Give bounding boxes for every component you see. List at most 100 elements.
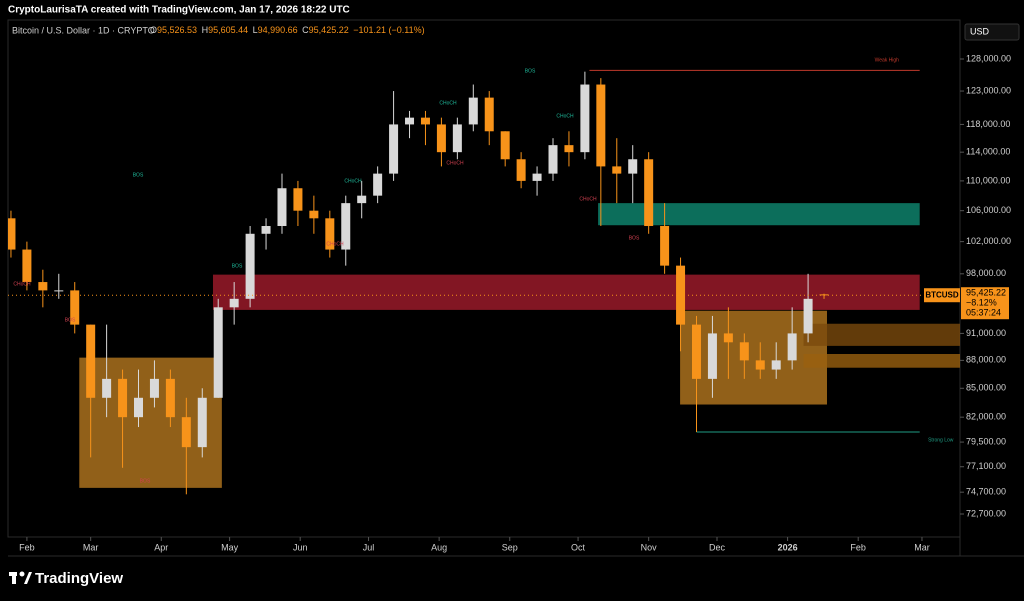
candle-body [357, 195, 367, 204]
logo-mark [24, 572, 32, 584]
candle-body [38, 282, 48, 291]
candle-body [484, 97, 494, 132]
candle-body [22, 249, 32, 283]
x-tick-label: Mar [83, 542, 99, 552]
annotation: BOS [65, 317, 76, 323]
candle-body [389, 124, 399, 174]
ohlc-part: 94,990.66 [258, 25, 298, 35]
candle-body [723, 333, 733, 343]
candle-body [739, 342, 749, 361]
x-tick-label: Nov [641, 542, 658, 552]
logo: TradingView [9, 570, 123, 587]
logo-mark [19, 571, 25, 577]
y-tick-label: 98,000.00 [966, 268, 1006, 278]
ohlc-part: H [202, 25, 209, 35]
candle-body [803, 298, 813, 334]
candle-body [86, 324, 96, 398]
candle-body [564, 145, 574, 153]
zone [803, 323, 960, 346]
plot: Weak High Strong Low BOS BOS BOS CHoCH CHoCH CH… [8, 58, 960, 495]
candle-body [213, 307, 223, 398]
y-tick-label: 102,000.00 [966, 236, 1011, 246]
candle-body [771, 360, 781, 370]
x-tick-label: Feb [850, 542, 866, 552]
y-tick-label: 110,000.00 [966, 175, 1010, 185]
candle-body [420, 117, 430, 125]
currency-button[interactable] [964, 23, 1020, 41]
annotation: BOS [525, 68, 536, 74]
ohlc-part: O [150, 25, 157, 35]
x-tick-label: Aug [431, 542, 447, 552]
ohlc-part: C [302, 25, 309, 35]
candle-body [373, 173, 383, 196]
x-tick-label: Sep [502, 542, 518, 552]
candle-body [596, 84, 606, 167]
candle-body [325, 218, 335, 250]
level-label: Weak High [875, 58, 900, 64]
candle-body [261, 226, 271, 234]
ohlc-part: 95,605.44 [208, 25, 248, 35]
y-tick-label: 72,700.00 [966, 508, 1006, 518]
x-tick-label: Mar [914, 542, 930, 552]
candle-body [436, 124, 446, 153]
candle-body [644, 159, 654, 227]
candle-body [628, 159, 638, 174]
symbol: BTCUSD [925, 290, 959, 299]
x-tick-label: Oct [571, 542, 586, 552]
candle-body [54, 290, 64, 292]
symbol-line: Bitcoin / U.S. Dollar · 1D · CRYPTO [12, 25, 155, 35]
currency[interactable]: USD [970, 26, 990, 36]
zone [803, 354, 960, 368]
candle-body [149, 378, 159, 398]
candle-body [405, 117, 415, 125]
x-tick-label: May [221, 542, 239, 552]
candle-body [548, 145, 558, 174]
annotation: CHoCH [13, 281, 31, 287]
annotation: CHoCH [326, 241, 344, 247]
y-tick-label: 91,000.00 [966, 328, 1006, 338]
candle-body [452, 124, 462, 153]
candle-body [707, 333, 717, 379]
brand: TradingView [35, 570, 123, 587]
countdown: 05:37:24 [966, 308, 1001, 318]
y-tick-label: 79,500.00 [966, 436, 1006, 446]
candle-body [197, 397, 207, 448]
candle-body [468, 97, 478, 125]
candle-body [787, 333, 797, 361]
annotation: CHoCH [344, 178, 362, 184]
candle-body [8, 218, 16, 250]
ohlc-readout: O95,526.53 H95,605.44 L94,990.66 C95,425… [150, 25, 425, 35]
x-tick-label: Dec [709, 542, 726, 552]
y-tick-label: 77,100.00 [966, 461, 1006, 471]
candle-body [660, 226, 670, 266]
x-tick-label: 2026 [778, 542, 798, 552]
candle-body [102, 378, 112, 398]
y-tick-label: 106,000.00 [966, 205, 1011, 215]
y-tick-label: 82,000.00 [966, 412, 1006, 422]
x-tick-label: Jul [363, 542, 375, 552]
x-tick-label: Jun [293, 542, 308, 552]
candle-body [118, 378, 128, 418]
y-tick-label: 85,000.00 [966, 383, 1006, 393]
annotation: CHoCH [439, 100, 457, 106]
candle-body [500, 131, 510, 160]
candle-body [516, 159, 526, 181]
symbol-tag [924, 288, 960, 303]
annotation: BOS [133, 172, 144, 178]
x-tick-label: Apr [154, 542, 168, 552]
candle-body [165, 378, 175, 418]
credit: CryptoLaurisaTA created with TradingView… [8, 5, 350, 16]
candle-body [691, 324, 701, 379]
candle-body [309, 210, 319, 219]
zone [598, 203, 920, 226]
candle-body [229, 298, 239, 308]
annotation: BOS [629, 235, 640, 241]
candle-body [755, 360, 765, 370]
logo-mark [12, 572, 16, 584]
candle-body [612, 166, 622, 174]
ohlc-part: −101.21 (−0.11%) [353, 25, 424, 35]
y-tick-label: 123,000.00 [966, 85, 1011, 95]
candle-body [277, 188, 287, 227]
candle-body [181, 417, 191, 448]
